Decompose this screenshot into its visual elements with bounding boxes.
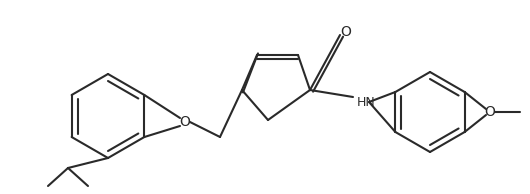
Text: O: O — [180, 115, 190, 129]
Text: O: O — [484, 105, 496, 119]
Text: HN: HN — [357, 95, 376, 108]
Text: O: O — [341, 25, 351, 39]
